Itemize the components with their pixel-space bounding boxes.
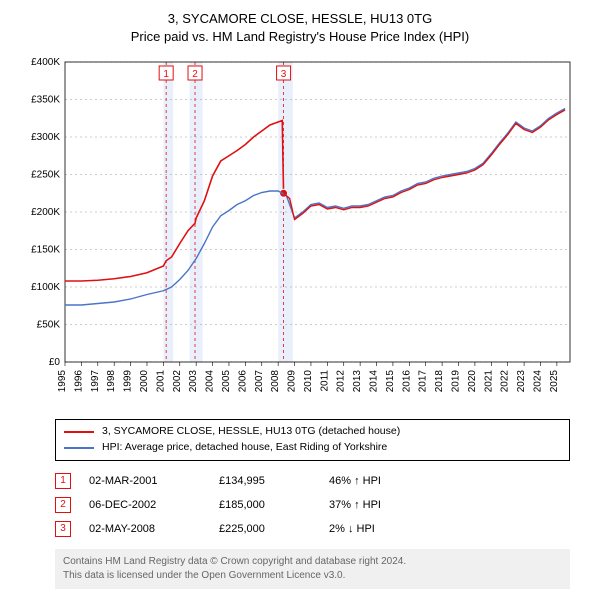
legend-label: 3, SYCAMORE CLOSE, HESSLE, HU13 0TG (det…: [102, 424, 400, 440]
svg-text:2024: 2024: [532, 370, 543, 393]
event-pct: 2% ↓ HPI: [329, 523, 439, 535]
svg-text:£350K: £350K: [31, 95, 60, 106]
event-date: 06-DEC-2002: [89, 499, 219, 511]
chart-svg: £0 £50K £100K £150K £200K £250K £300K £350K £400…: [20, 54, 580, 414]
footer-attribution: Contains HM Land Registry data © Crown c…: [55, 549, 570, 589]
svg-text:1997: 1997: [90, 370, 101, 393]
title-line2: Price paid vs. HM Land Registry's House …: [10, 28, 590, 46]
chart-area: £0 £50K £100K £150K £200K £250K £300K £350K £400…: [20, 54, 580, 374]
svg-text:2025: 2025: [549, 370, 560, 393]
footer-line1: Contains HM Land Registry data © Crown c…: [63, 555, 562, 569]
footer-line2: This data is licensed under the Open Gov…: [63, 569, 562, 583]
event-date: 02-MAR-2001: [89, 475, 219, 487]
svg-text:2014: 2014: [369, 370, 380, 393]
svg-text:1998: 1998: [106, 370, 117, 393]
svg-text:1996: 1996: [73, 370, 84, 393]
legend-swatch: [64, 447, 94, 449]
svg-text:£200K: £200K: [31, 207, 60, 218]
event-price: £185,000: [219, 499, 329, 511]
events-table: 1 02-MAR-2001£134,99546% ↑ HPI 2 06-DEC-200…: [55, 469, 570, 541]
event-pct: 46% ↑ HPI: [329, 475, 439, 487]
svg-text:2: 2: [192, 69, 198, 80]
svg-text:2007: 2007: [254, 370, 265, 393]
svg-text:2021: 2021: [483, 370, 494, 393]
svg-text:2013: 2013: [352, 370, 363, 393]
event-marker: 2: [55, 497, 71, 513]
svg-text:2006: 2006: [237, 370, 248, 393]
svg-text:2004: 2004: [205, 370, 216, 393]
event-date: 02-MAY-2008: [89, 523, 219, 535]
legend-swatch: [64, 431, 94, 433]
svg-text:1: 1: [163, 69, 169, 80]
event-price: £134,995: [219, 475, 329, 487]
chart-container: 3, SYCAMORE CLOSE, HESSLE, HU13 0TG Pric…: [0, 0, 600, 599]
svg-text:2001: 2001: [155, 370, 166, 393]
svg-text:2018: 2018: [434, 370, 445, 393]
svg-text:2010: 2010: [303, 370, 314, 393]
svg-text:2019: 2019: [451, 370, 462, 393]
svg-text:£250K: £250K: [31, 170, 60, 181]
event-row: 1 02-MAR-2001£134,99546% ↑ HPI: [55, 469, 570, 493]
svg-text:2017: 2017: [418, 370, 429, 393]
event-marker: 3: [55, 521, 71, 537]
legend-label: HPI: Average price, detached house, East…: [102, 440, 387, 456]
svg-text:2020: 2020: [467, 370, 478, 393]
svg-text:2000: 2000: [139, 370, 150, 393]
svg-text:2009: 2009: [287, 370, 298, 393]
svg-text:2022: 2022: [500, 370, 511, 393]
svg-text:2023: 2023: [516, 370, 527, 393]
svg-text:2002: 2002: [172, 370, 183, 393]
svg-text:£400K: £400K: [31, 57, 60, 68]
svg-text:2008: 2008: [270, 370, 281, 393]
event-pct: 37% ↑ HPI: [329, 499, 439, 511]
svg-text:2012: 2012: [336, 370, 347, 393]
event-row: 2 06-DEC-2002£185,00037% ↑ HPI: [55, 493, 570, 517]
legend: 3, SYCAMORE CLOSE, HESSLE, HU13 0TG (det…: [55, 419, 570, 461]
svg-text:2005: 2005: [221, 370, 232, 393]
svg-text:3: 3: [281, 69, 287, 80]
svg-text:2016: 2016: [401, 370, 412, 393]
legend-row: 3, SYCAMORE CLOSE, HESSLE, HU13 0TG (det…: [64, 424, 561, 440]
svg-text:1995: 1995: [57, 370, 68, 393]
svg-text:£150K: £150K: [31, 245, 60, 256]
svg-text:£50K: £50K: [37, 320, 61, 331]
legend-row: HPI: Average price, detached house, East…: [64, 440, 561, 456]
svg-text:2003: 2003: [188, 370, 199, 393]
event-price: £225,000: [219, 523, 329, 535]
svg-text:1999: 1999: [123, 370, 134, 393]
svg-text:£0: £0: [49, 357, 61, 368]
chart-title: 3, SYCAMORE CLOSE, HESSLE, HU13 0TG Pric…: [10, 10, 590, 46]
svg-text:2011: 2011: [319, 370, 330, 392]
title-line1: 3, SYCAMORE CLOSE, HESSLE, HU13 0TG: [10, 10, 590, 28]
svg-text:£100K: £100K: [31, 282, 60, 293]
event-marker: 1: [55, 473, 71, 489]
svg-text:2015: 2015: [385, 370, 396, 393]
svg-text:£300K: £300K: [31, 132, 60, 143]
event-row: 3 02-MAY-2008£225,0002% ↓ HPI: [55, 517, 570, 541]
